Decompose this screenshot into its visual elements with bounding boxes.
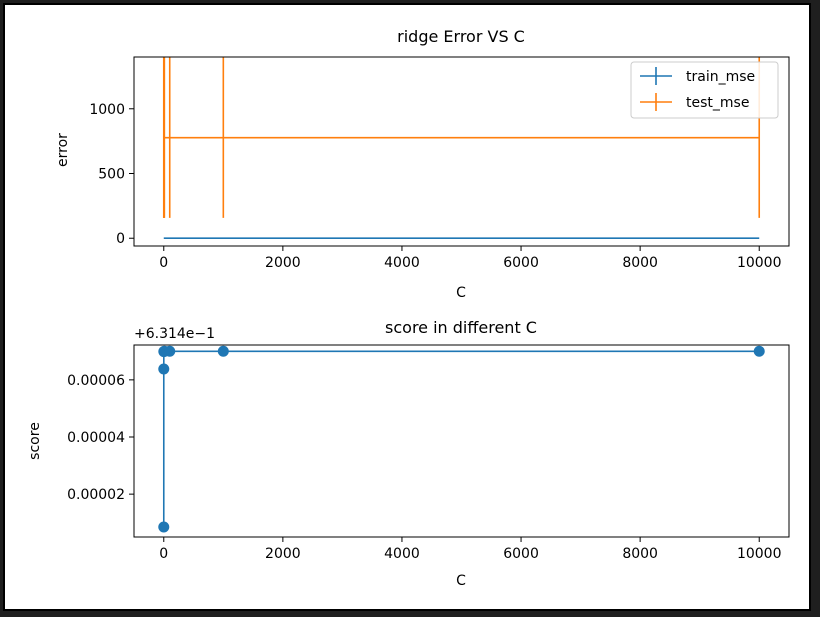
plot-area: [162, 57, 761, 240]
y-tick-label: 0.00002: [67, 487, 125, 503]
y-tick-label: 1000: [89, 102, 125, 118]
x-tick-label: 4000: [384, 546, 420, 562]
axes-frame: [133, 344, 790, 538]
x-axis-label: C: [456, 573, 466, 589]
x-tick-label: 2000: [265, 255, 301, 271]
y-tick-label: 0.00004: [67, 430, 125, 446]
data-point: [164, 345, 176, 357]
y-axis-label: error: [55, 133, 71, 167]
x-tick-label: 0: [159, 255, 168, 271]
x-tick-label: 4000: [384, 255, 420, 271]
data-point: [158, 521, 170, 533]
chart-title: ridge Error VS C: [397, 27, 525, 46]
x-tick-label: 0: [159, 546, 168, 562]
axes-frame: [133, 56, 790, 247]
x-tick-label: 8000: [622, 255, 658, 271]
score-chart: score in different C +6.314e−1 0 2000 4000…: [27, 318, 790, 589]
x-tick-label: 8000: [622, 546, 658, 562]
x-tick-label: 2000: [265, 546, 301, 562]
axis-ticks: 0 2000 4000 6000 8000 10000 0 500 1000: [89, 56, 790, 271]
y-tick-label: 0.00006: [67, 373, 125, 389]
data-point: [753, 345, 765, 357]
y-tick-label: 500: [98, 167, 125, 183]
x-tick-label: 10000: [737, 255, 782, 271]
y-tick-label: 0: [116, 231, 125, 247]
legend-label: test_mse: [686, 95, 749, 111]
x-tick-label: 10000: [737, 546, 782, 562]
axis-ticks: 0 2000 4000 6000 8000 10000 0.00002 0.00004 0.00…: [67, 344, 790, 562]
chart-title: score in different C: [385, 318, 537, 337]
x-tick-label: 6000: [503, 546, 539, 562]
error-chart: ridge Error VS C 0 2000 4000 6000 8000 100000…: [55, 27, 790, 301]
legend-label: train_mse: [686, 69, 755, 85]
data-point: [158, 363, 170, 375]
plot-area: [158, 345, 765, 533]
x-axis-label: C: [456, 285, 466, 301]
legend: train_mse test_mse: [630, 61, 779, 119]
x-tick-label: 6000: [503, 255, 539, 271]
y-offset-label: +6.314e−1: [134, 326, 215, 342]
data-point: [217, 345, 229, 357]
y-axis-label: score: [27, 422, 43, 460]
